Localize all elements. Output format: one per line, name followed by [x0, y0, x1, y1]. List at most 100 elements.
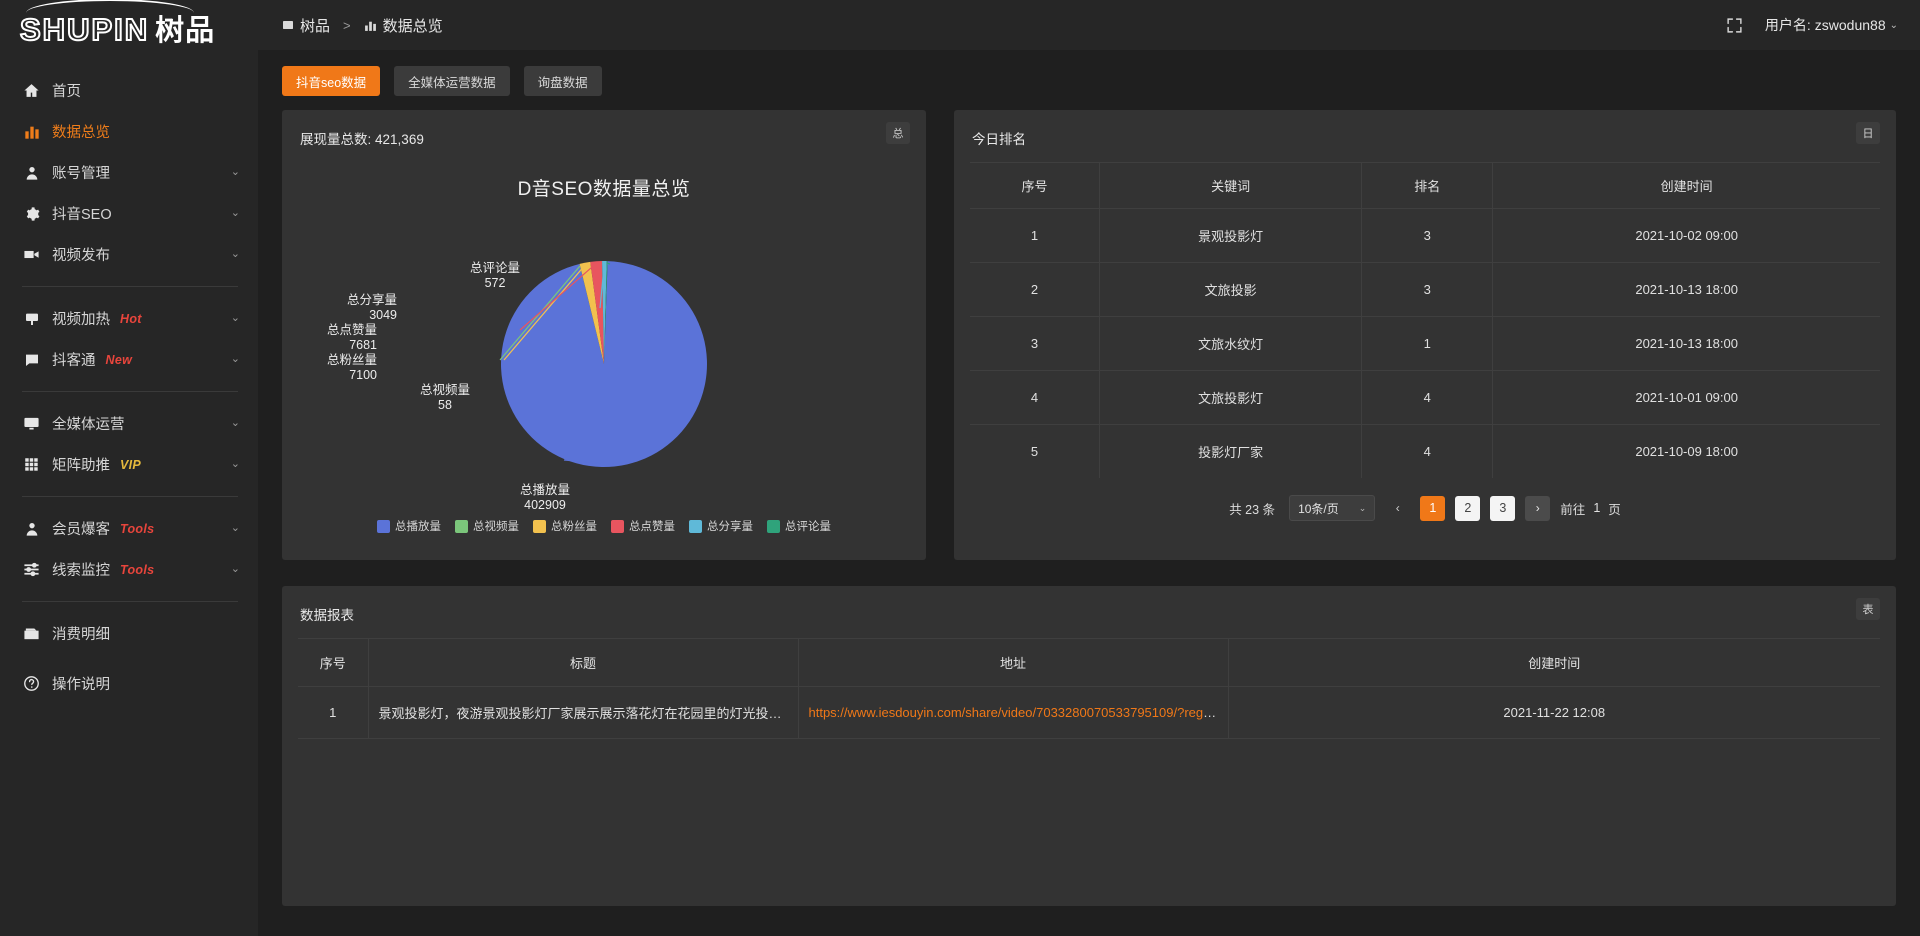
sidebar-item-instructions[interactable]: 操作说明 — [0, 663, 258, 704]
rank-cell-2: 3 — [1361, 262, 1494, 317]
rank-range-button[interactable]: 日 — [1856, 122, 1880, 144]
chevron-down-icon: ⌄ — [230, 248, 240, 260]
pagination-jump-suffix: 页 — [1608, 502, 1621, 517]
sidebar-item-matrix-boost[interactable]: 矩阵助推 VIP ⌄ — [0, 444, 258, 485]
pie-label-value-总分享量: 3049 — [369, 308, 397, 322]
legend-item-总播放量[interactable]: 总播放量 — [377, 518, 441, 534]
legend-item-总粉丝量[interactable]: 总粉丝量 — [533, 518, 597, 534]
fullscreen-icon[interactable] — [1726, 17, 1743, 34]
tab-inquiry[interactable]: 询盘数据 — [523, 66, 602, 96]
sidebar-item-label: 矩阵助推 — [52, 458, 110, 474]
sidebar-spacer — [0, 654, 258, 663]
content: 抖音seo数据 全媒体运营数据 询盘数据 展现量总数: 421,369 总 — [258, 50, 1920, 936]
sidebar-item-member-traffic[interactable]: 会员爆客 Tools ⌄ — [0, 508, 258, 549]
rank-col-1: 关键词 — [1098, 162, 1363, 209]
legend-swatch — [377, 519, 390, 533]
legend-item-总评论量[interactable]: 总评论量 — [767, 518, 831, 534]
user-menu[interactable]: 用户名: zswodun88 ⌄ — [1765, 15, 1898, 35]
sidebar-item-account-management[interactable]: 账号管理 ⌄ — [0, 152, 258, 193]
chevron-down-icon: ⌄ — [1889, 19, 1898, 31]
pie-leader-总播放量 — [563, 459, 615, 466]
table-row[interactable]: 3 文旅水纹灯 1 2021-10-13 18:00 — [970, 316, 1880, 371]
report-table: 序号 标题 地址 创建时间 1 景观投影灯，夜游景观投影灯厂家展示展示落花灯在花园里的灯… — [298, 638, 1880, 739]
brand-logo[interactable]: SHUPIN 树品 — [0, 0, 258, 56]
table-row[interactable]: 4 文旅投影灯 4 2021-10-01 09:00 — [970, 370, 1880, 425]
sidebar-divider — [22, 496, 238, 497]
pagination-page-3[interactable]: 3 — [1490, 495, 1516, 521]
chart-card: 展现量总数: 421,369 总 D音SEO数据量总览 总播放量 402909 总视… — [282, 110, 926, 560]
breadcrumb-item-current[interactable]: 数据总览 — [364, 15, 443, 36]
rank-cell-1: 投影灯厂家 — [1098, 424, 1363, 478]
pie-label-value-总粉丝量: 7100 — [349, 368, 377, 382]
report-cell-url-link[interactable]: https://www.iesdouyin.com/share/video/70… — [808, 705, 1225, 720]
pagination-prev[interactable]: ‹ — [1395, 501, 1400, 515]
sidebar-item-douketong[interactable]: 抖客通 New ⌄ — [0, 339, 258, 380]
app-icon — [282, 19, 294, 31]
rank-cell-3: 2021-10-02 09:00 — [1492, 208, 1880, 263]
pagination-next[interactable]: › — [1525, 495, 1551, 521]
report-cell-title: 景观投影灯，夜游景观投影灯厂家展示展示落花灯在花园里的灯光投影应用效果 # — [367, 686, 799, 739]
pie-label-name-总点赞量: 总点赞量 — [327, 323, 377, 337]
pie-chart: D音SEO数据量总览 总播放量 402909 总视频量 58 总粉丝量 7100 总点赞量 7… — [282, 152, 926, 548]
sidebar-divider — [22, 391, 238, 392]
pie-slices — [500, 261, 707, 467]
rank-cell-0: 3 — [970, 316, 1100, 371]
report-table-header: 序号 标题 地址 创建时间 — [298, 638, 1880, 687]
rank-cell-1: 文旅水纹灯 — [1098, 316, 1363, 371]
pagination-page-1[interactable]: 1 — [1420, 495, 1446, 521]
legend-item-总点赞量[interactable]: 总点赞量 — [611, 518, 675, 534]
table-row[interactable]: 1 景观投影灯，夜游景观投影灯厂家展示展示落花灯在花园里的灯光投影应用效果 # ht… — [298, 686, 1880, 739]
sidebar-item-label: 账号管理 — [52, 166, 110, 182]
pie-label-name-总播放量: 总播放量 — [520, 482, 570, 497]
sidebar-item-lead-monitor[interactable]: 线索监控 Tools ⌄ — [0, 549, 258, 590]
table-row[interactable]: 2 文旅投影 3 2021-10-13 18:00 — [970, 262, 1880, 317]
legend-item-总分享量[interactable]: 总分享量 — [689, 518, 753, 534]
pie-slice-总播放量 — [500, 261, 707, 467]
pagination-jump-input[interactable]: 1 — [1593, 501, 1601, 515]
bar-chart-icon — [364, 19, 377, 32]
report-range-button[interactable]: 表 — [1856, 598, 1880, 620]
table-row[interactable]: 5 投影灯厂家 4 2021-10-09 18:00 — [970, 424, 1880, 478]
legend-item-总视频量[interactable]: 总视频量 — [455, 518, 519, 534]
sidebar: SHUPIN 树品 首页 数据总览 账号管理 — [0, 0, 258, 936]
monitor-icon — [22, 414, 41, 433]
tab-douyin-seo[interactable]: 抖音seo数据 — [282, 66, 381, 96]
sidebar-item-video-boost[interactable]: 视频加热 Hot ⌄ — [0, 298, 258, 339]
rank-card-head: 今日排名 日 — [954, 110, 1896, 152]
report-cell-index: 1 — [298, 686, 369, 739]
sidebar-item-consumption-detail[interactable]: 消费明细 — [0, 613, 258, 654]
sidebar-item-douyin-seo[interactable]: 抖音SEO ⌄ — [0, 193, 258, 234]
sidebar-item-omnimedia-ops[interactable]: 全媒体运营 ⌄ — [0, 403, 258, 444]
rank-cell-2: 3 — [1361, 208, 1494, 263]
question-icon — [22, 674, 41, 693]
sidebar-item-label: 数据总览 — [52, 125, 110, 141]
rank-table-header: 序号 关键词 排名 创建时间 — [970, 162, 1880, 209]
tab-omnimedia-ops[interactable]: 全媒体运营数据 — [394, 66, 510, 96]
sidebar-item-video-publish[interactable]: 视频发布 ⌄ — [0, 234, 258, 275]
rank-cell-3: 2021-10-01 09:00 — [1492, 370, 1880, 425]
sidebar-item-data-overview[interactable]: 数据总览 — [0, 111, 258, 152]
report-cell-created: 2021-11-22 12:08 — [1227, 686, 1880, 739]
pie-slice-总点赞量 — [590, 261, 604, 364]
sidebar-item-home[interactable]: 首页 — [0, 70, 258, 111]
sidebar-nav: 首页 数据总览 账号管理 ⌄ 抖音SEO ⌄ — [0, 56, 258, 704]
chart-range-button[interactable]: 总 — [886, 122, 910, 144]
table-row[interactable]: 1 景观投影灯 3 2021-10-02 09:00 — [970, 208, 1880, 263]
page-size-select[interactable]: 10条/页 ⌄ — [1289, 495, 1376, 521]
breadcrumb-item-root[interactable]: 树品 — [282, 15, 330, 36]
rank-cell-1: 文旅投影灯 — [1098, 370, 1363, 425]
bar-chart-icon — [22, 122, 41, 141]
breadcrumb-separator: > — [343, 17, 351, 33]
rank-cell-2: 4 — [1361, 424, 1494, 478]
pagination-page-2[interactable]: 2 — [1455, 495, 1481, 521]
report-cell-url: https://www.iesdouyin.com/share/video/70… — [797, 686, 1229, 739]
gear-icon — [22, 204, 41, 223]
video-upload-icon — [22, 245, 41, 264]
pie-leader-总点赞量 — [519, 262, 597, 331]
legend-swatch — [767, 519, 780, 533]
pie-label-name-总分享量: 总分享量 — [347, 292, 397, 307]
report-col-0: 序号 — [298, 638, 369, 687]
rank-cell-0: 1 — [970, 208, 1100, 263]
